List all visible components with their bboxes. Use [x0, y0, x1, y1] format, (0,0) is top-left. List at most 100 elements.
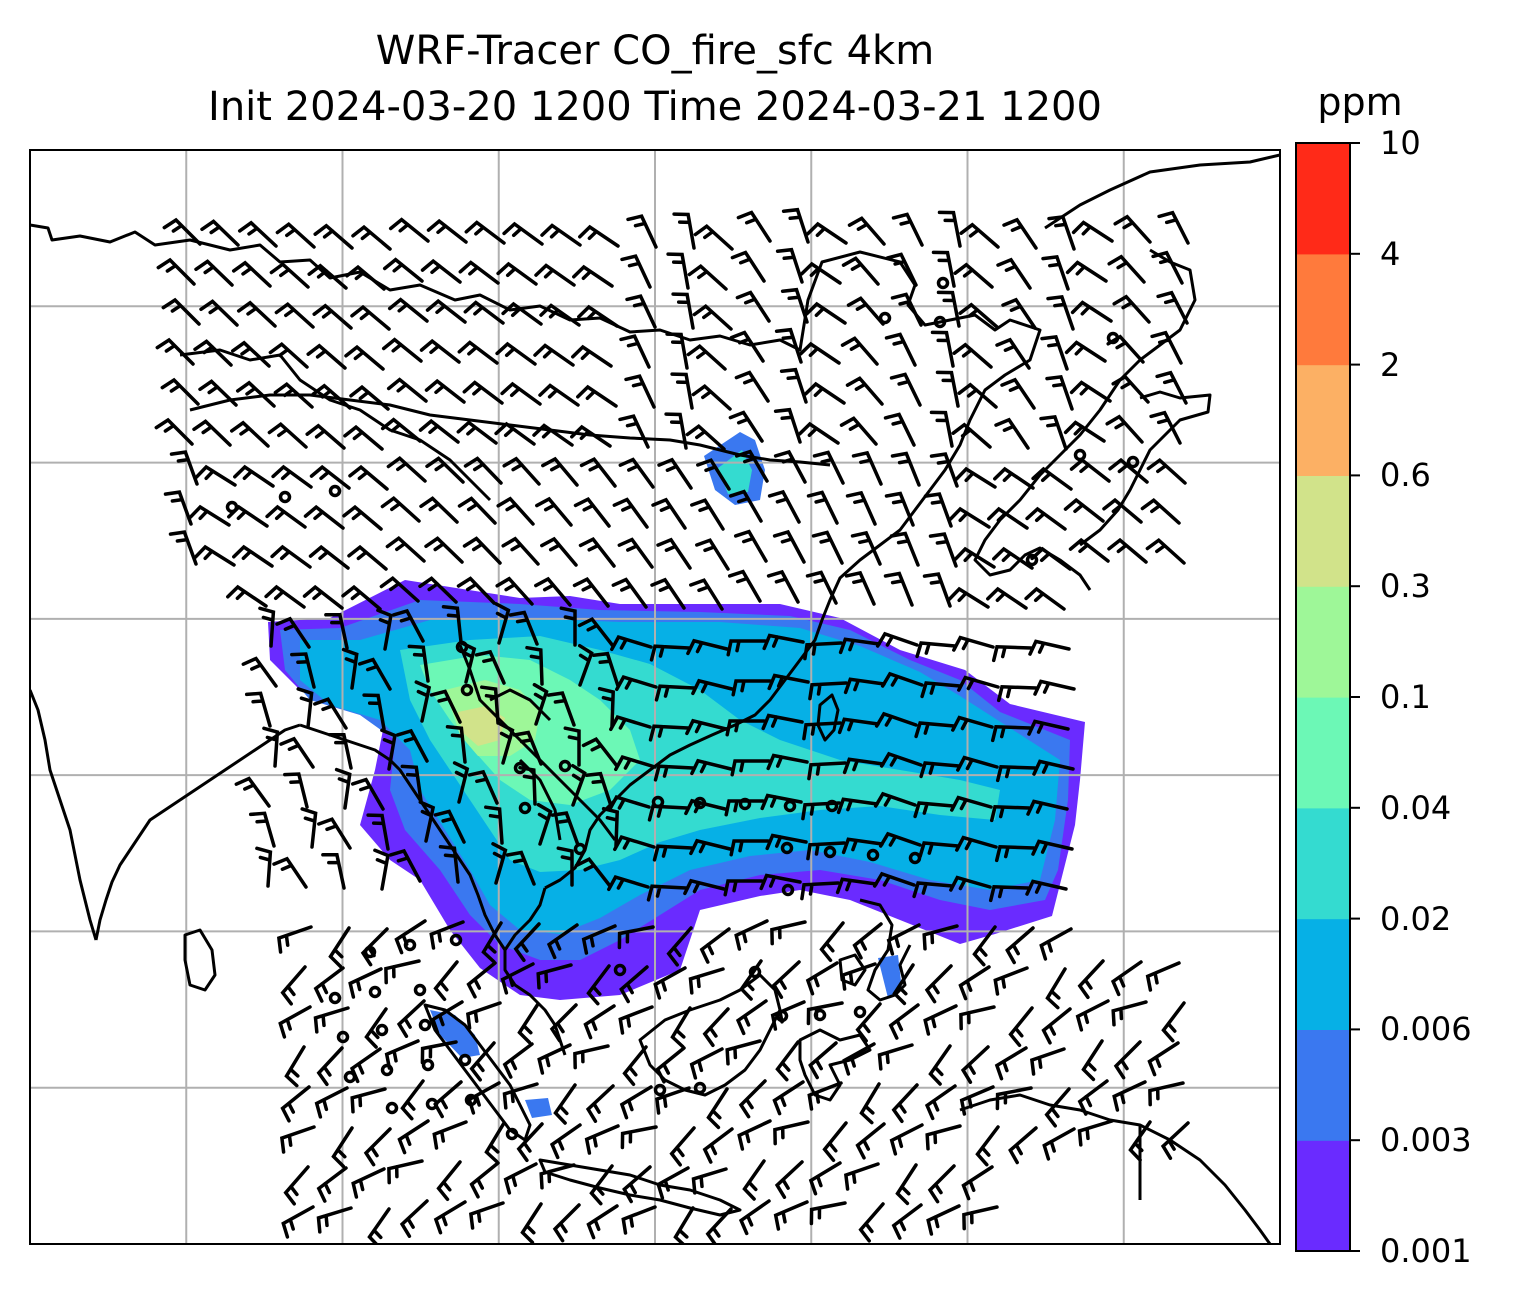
- wind-barb: [991, 645, 1033, 663]
- wind-barb: [469, 1161, 500, 1199]
- wind-barb: [468, 1201, 505, 1230]
- wind-barb: [1031, 466, 1073, 491]
- wind-barb: [928, 532, 958, 568]
- wind-barb: [380, 495, 421, 523]
- wind-barb: [920, 681, 962, 699]
- wind-barb: [1008, 1006, 1034, 1048]
- wind-barb: [385, 535, 426, 563]
- map-plot-area: [30, 150, 1280, 1244]
- wind-barb: [200, 219, 240, 247]
- wind-barb: [1110, 960, 1143, 997]
- wind-barb: [395, 728, 429, 763]
- wind-barb: [426, 218, 468, 244]
- wind-barb: [379, 575, 420, 603]
- colorbar-tick-label: 0.001: [1380, 1232, 1472, 1270]
- wind-barb: [608, 795, 651, 812]
- wind-barb: [728, 410, 764, 443]
- wind-barb: [1041, 1007, 1072, 1045]
- wind-barb: [264, 584, 306, 609]
- wind-barb: [462, 380, 504, 405]
- wind-barb: [840, 962, 877, 991]
- wind-barb: [773, 407, 802, 444]
- wind-barb: [234, 776, 271, 808]
- wind-barb: [690, 498, 725, 531]
- wind-barb: [926, 1204, 961, 1236]
- wind-barb: [650, 577, 686, 610]
- wind-barb: [760, 793, 803, 811]
- wind-barb: [342, 504, 383, 531]
- wind-barb: [188, 504, 231, 527]
- wind-barb: [850, 530, 882, 566]
- colorbar-tick-label: 0.1: [1380, 678, 1431, 716]
- wind-barb: [811, 530, 844, 565]
- wind-barb: [872, 871, 916, 888]
- wind-barb: [309, 464, 351, 490]
- wind-barb: [728, 489, 763, 523]
- wind-barb: [436, 1160, 462, 1202]
- wind-barb: [538, 383, 580, 407]
- wind-barb: [552, 1203, 581, 1243]
- wind-barb: [274, 301, 315, 329]
- wind-barb: [806, 490, 839, 525]
- wind-barb: [484, 1121, 506, 1164]
- wind-barb: [935, 370, 960, 408]
- wind-barb: [380, 728, 397, 771]
- colorbar-tick-label: 0.04: [1380, 788, 1452, 827]
- wind-barb: [1028, 639, 1071, 656]
- wind-barb: [657, 457, 693, 490]
- wind-barb-calm: [460, 683, 474, 697]
- wind-barb: [766, 753, 809, 771]
- wind-barb: [275, 616, 311, 649]
- wind-barb: [1075, 999, 1110, 1032]
- colorbar-tick-label: 0.02: [1380, 899, 1452, 938]
- wind-barb: [563, 726, 581, 767]
- colorbar-tick-label: 4: [1380, 234, 1401, 273]
- wind-barb-calm: [380, 1063, 394, 1077]
- colorbar-segment: [1296, 807, 1350, 920]
- wind-barb: [995, 765, 1037, 783]
- wind-barb: [279, 736, 315, 769]
- wind-barb: [685, 718, 728, 736]
- wind-barb: [233, 464, 275, 488]
- wind-barb: [619, 965, 649, 1004]
- wind-barb: [553, 1083, 577, 1125]
- wind-barb: [229, 420, 270, 448]
- wind-barb: [610, 635, 653, 652]
- wind-barb: [929, 410, 954, 448]
- colorbar-tick-label: 0.003: [1380, 1121, 1472, 1160]
- wind-barb: [1024, 586, 1066, 611]
- wind-barb: [766, 569, 800, 604]
- wind-barb: [549, 1123, 582, 1160]
- wind-barb: [458, 260, 500, 285]
- wind-barb: [505, 850, 536, 886]
- wind-barb: [1033, 679, 1076, 696]
- wind-barb: [1000, 377, 1036, 410]
- wind-barb: [501, 536, 540, 566]
- wind-barb: [620, 1125, 658, 1150]
- coast-north-china: [30, 223, 1042, 491]
- wind-barb-calm: [421, 1058, 435, 1072]
- wind-barb: [284, 1045, 306, 1088]
- wind-barb: [891, 212, 924, 247]
- wind-barb: [1025, 879, 1068, 896]
- wind-barb: [835, 877, 878, 895]
- wind-barb-calm: [853, 1005, 867, 1019]
- wind-barb: [273, 381, 314, 409]
- wind-barb: [619, 1085, 653, 1120]
- wind-barb: [779, 367, 808, 404]
- wind-barb: [230, 340, 271, 368]
- wind-barb: [360, 927, 389, 967]
- wind-barb: [955, 835, 998, 852]
- wind-barb: [936, 290, 961, 328]
- wind-barb: [626, 214, 658, 249]
- wind-barb: [1069, 380, 1112, 403]
- wind-barb: [572, 264, 614, 288]
- wind-barb: [452, 761, 470, 804]
- wind-barb: [154, 417, 194, 446]
- wind-barb: [847, 216, 886, 246]
- wind-barb: [975, 1125, 1000, 1167]
- wind-barb: [859, 1082, 881, 1125]
- wind-barb: [281, 1205, 315, 1239]
- wind-barb: [388, 217, 430, 243]
- wind-barb: [537, 1043, 572, 1075]
